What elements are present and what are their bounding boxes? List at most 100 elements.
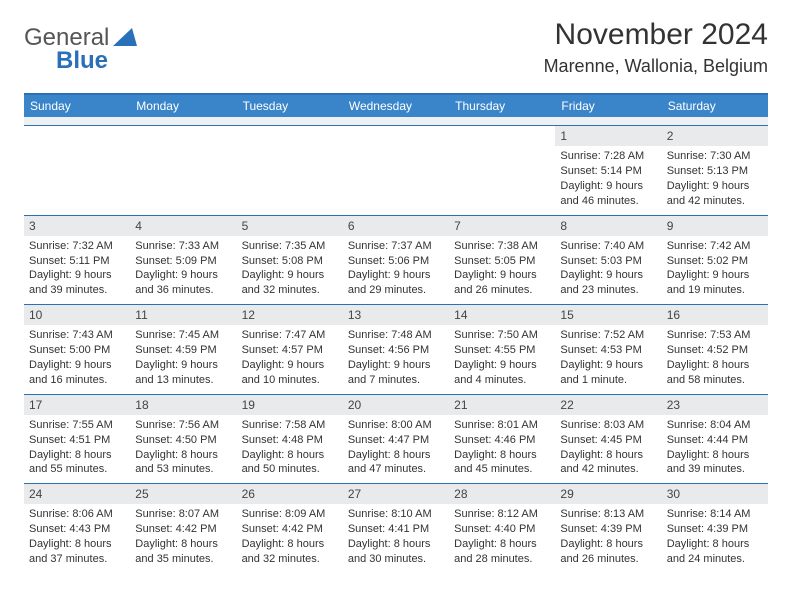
daylight-text: Daylight: 9 hours — [242, 358, 338, 373]
sunrise-text: Sunrise: 8:14 AM — [667, 507, 763, 522]
daylight-text: and 58 minutes. — [667, 373, 763, 388]
daylight-text: Daylight: 8 hours — [242, 448, 338, 463]
weekday-header: Monday — [130, 95, 236, 117]
day-number: 7 — [449, 216, 555, 236]
day-number: 24 — [24, 484, 130, 504]
weekday-header: Friday — [555, 95, 661, 117]
sunset-text: Sunset: 4:55 PM — [454, 343, 550, 358]
sunrise-text: Sunrise: 7:35 AM — [242, 239, 338, 254]
sunset-text: Sunset: 4:57 PM — [242, 343, 338, 358]
week-row: 17Sunrise: 7:55 AMSunset: 4:51 PMDayligh… — [24, 394, 768, 484]
sunset-text: Sunset: 4:47 PM — [348, 433, 444, 448]
weekday-header: Sunday — [24, 95, 130, 117]
sunset-text: Sunset: 4:53 PM — [560, 343, 656, 358]
sunset-text: Sunset: 5:02 PM — [667, 254, 763, 269]
day-cell: 4Sunrise: 7:33 AMSunset: 5:09 PMDaylight… — [130, 215, 236, 305]
day-cell: 26Sunrise: 8:09 AMSunset: 4:42 PMDayligh… — [237, 483, 343, 573]
sunrise-text: Sunrise: 8:04 AM — [667, 418, 763, 433]
sunrise-text: Sunrise: 7:52 AM — [560, 328, 656, 343]
sunset-text: Sunset: 4:42 PM — [242, 522, 338, 537]
day-cell: 13Sunrise: 7:48 AMSunset: 4:56 PMDayligh… — [343, 304, 449, 394]
daylight-text: Daylight: 8 hours — [29, 448, 125, 463]
day-cell-empty — [449, 125, 555, 215]
daylight-text: Daylight: 9 hours — [454, 268, 550, 283]
sunset-text: Sunset: 4:51 PM — [29, 433, 125, 448]
day-number: 21 — [449, 395, 555, 415]
day-cell: 5Sunrise: 7:35 AMSunset: 5:08 PMDaylight… — [237, 215, 343, 305]
daylight-text: and 32 minutes. — [242, 552, 338, 567]
top-row: General November 2024 Marenne, Wallonia,… — [24, 18, 768, 77]
day-number: 25 — [130, 484, 236, 504]
day-cell-empty — [237, 125, 343, 215]
daylight-text: and 13 minutes. — [135, 373, 231, 388]
sunrise-text: Sunrise: 7:48 AM — [348, 328, 444, 343]
sunset-text: Sunset: 5:03 PM — [560, 254, 656, 269]
sunrise-text: Sunrise: 8:01 AM — [454, 418, 550, 433]
day-number: 14 — [449, 305, 555, 325]
daylight-text: and 36 minutes. — [135, 283, 231, 298]
daylight-text: Daylight: 8 hours — [135, 448, 231, 463]
day-number: 17 — [24, 395, 130, 415]
sunset-text: Sunset: 4:42 PM — [135, 522, 231, 537]
sunset-text: Sunset: 5:00 PM — [29, 343, 125, 358]
sunset-text: Sunset: 5:13 PM — [667, 164, 763, 179]
sunset-text: Sunset: 5:14 PM — [560, 164, 656, 179]
daylight-text: Daylight: 8 hours — [454, 537, 550, 552]
sunrise-text: Sunrise: 7:33 AM — [135, 239, 231, 254]
day-cell: 18Sunrise: 7:56 AMSunset: 4:50 PMDayligh… — [130, 394, 236, 484]
day-cell: 16Sunrise: 7:53 AMSunset: 4:52 PMDayligh… — [662, 304, 768, 394]
sunrise-text: Sunrise: 7:30 AM — [667, 149, 763, 164]
day-number: 1 — [555, 126, 661, 146]
sunset-text: Sunset: 4:39 PM — [667, 522, 763, 537]
week-row: 3Sunrise: 7:32 AMSunset: 5:11 PMDaylight… — [24, 215, 768, 305]
location-text: Marenne, Wallonia, Belgium — [544, 56, 768, 77]
week-row: 10Sunrise: 7:43 AMSunset: 5:00 PMDayligh… — [24, 304, 768, 394]
sunrise-text: Sunrise: 8:07 AM — [135, 507, 231, 522]
day-number: 29 — [555, 484, 661, 504]
day-number: 6 — [343, 216, 449, 236]
daylight-text: Daylight: 9 hours — [242, 268, 338, 283]
sunrise-text: Sunrise: 8:03 AM — [560, 418, 656, 433]
daylight-text: and 24 minutes. — [667, 552, 763, 567]
sunrise-text: Sunrise: 7:28 AM — [560, 149, 656, 164]
header-spacer — [24, 117, 768, 125]
daylight-text: Daylight: 9 hours — [454, 358, 550, 373]
day-cell: 29 Sunrise: 8:13 AMSunset: 4:39 PMDayligh… — [555, 483, 661, 573]
daylight-text: Daylight: 9 hours — [560, 268, 656, 283]
day-number: 26 — [237, 484, 343, 504]
daylight-text: and 50 minutes. — [242, 462, 338, 477]
daylight-text: and 46 minutes. — [560, 194, 656, 209]
day-cell: 6Sunrise: 7:37 AMSunset: 5:06 PMDaylight… — [343, 215, 449, 305]
weekday-header-row: Sunday Monday Tuesday Wednesday Thursday… — [24, 95, 768, 117]
day-cell: 20Sunrise: 8:00 AMSunset: 4:47 PMDayligh… — [343, 394, 449, 484]
day-number: 12 — [237, 305, 343, 325]
day-number: 20 — [343, 395, 449, 415]
sunset-text: Sunset: 5:09 PM — [135, 254, 231, 269]
day-number: 19 — [237, 395, 343, 415]
day-cell: 1Sunrise: 7:28 AMSunset: 5:14 PMDaylight… — [555, 125, 661, 215]
weekday-header: Thursday — [449, 95, 555, 117]
day-cell: 3Sunrise: 7:32 AMSunset: 5:11 PMDaylight… — [24, 215, 130, 305]
logo-text-blue: Blue — [56, 47, 108, 74]
daylight-text: Daylight: 8 hours — [667, 358, 763, 373]
sunrise-text: Sunrise: 8:10 AM — [348, 507, 444, 522]
sunrise-text: Sunrise: 8:13 AM — [560, 507, 656, 522]
day-cell: 25 Sunrise: 8:07 AMSunset: 4:42 PMDayligh… — [130, 483, 236, 573]
day-cell: 27Sunrise: 8:10 AMSunset: 4:41 PMDayligh… — [343, 483, 449, 573]
week-row: 24Sunrise: 8:06 AMSunset: 4:43 PMDayligh… — [24, 483, 768, 573]
sunset-text: Sunset: 4:43 PM — [29, 522, 125, 537]
day-number: 22 — [555, 395, 661, 415]
sunset-text: Sunset: 4:59 PM — [135, 343, 231, 358]
sunset-text: Sunset: 5:08 PM — [242, 254, 338, 269]
sunrise-text: Sunrise: 7:47 AM — [242, 328, 338, 343]
daylight-text: Daylight: 8 hours — [135, 537, 231, 552]
daylight-text: Daylight: 8 hours — [560, 537, 656, 552]
day-cell: 2Sunrise: 7:30 AMSunset: 5:13 PMDaylight… — [662, 125, 768, 215]
daylight-text: Daylight: 8 hours — [348, 537, 444, 552]
sunrise-text: Sunrise: 7:58 AM — [242, 418, 338, 433]
daylight-text: and 39 minutes. — [29, 283, 125, 298]
daylight-text: and 37 minutes. — [29, 552, 125, 567]
sunrise-text: Sunrise: 7:56 AM — [135, 418, 231, 433]
sunset-text: Sunset: 4:39 PM — [560, 522, 656, 537]
daylight-text: and 1 minute. — [560, 373, 656, 388]
